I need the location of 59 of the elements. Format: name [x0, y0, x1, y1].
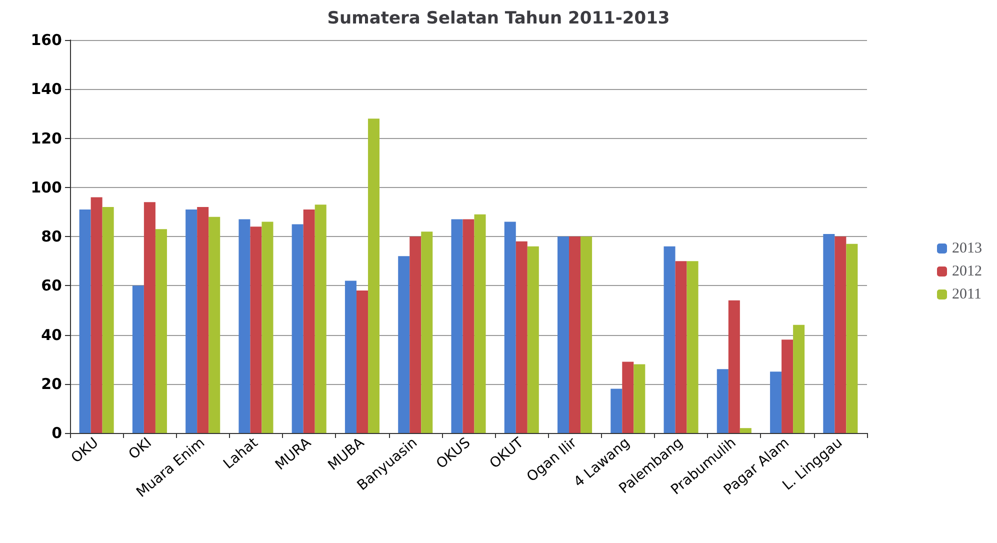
bar: [356, 290, 368, 433]
bar: [686, 261, 698, 433]
bar: [846, 244, 858, 433]
bar: [90, 197, 102, 433]
bar: [527, 246, 539, 433]
y-tick-label: 160: [30, 31, 62, 49]
y-tick-label: 60: [41, 276, 62, 295]
bar: [823, 234, 835, 433]
bar: [740, 428, 752, 433]
bar: [451, 219, 463, 433]
bar: [79, 209, 91, 433]
bar: [102, 207, 114, 433]
bar: [782, 340, 794, 433]
y-tick-label: 80: [41, 228, 62, 246]
bar: [728, 300, 740, 433]
legend-label: 2012: [952, 264, 982, 280]
bar: [398, 256, 410, 433]
bar: [834, 236, 846, 433]
bar: [368, 118, 380, 433]
bar: [664, 246, 676, 433]
bar: [421, 232, 433, 433]
bar: [516, 241, 528, 433]
bar: [250, 226, 262, 433]
bar: [622, 362, 634, 433]
bar: [155, 229, 167, 433]
bar: [793, 324, 805, 433]
x-tick-label: OKI: [126, 434, 155, 463]
bar: [197, 207, 209, 433]
bar: [292, 224, 304, 433]
bar: [474, 214, 486, 433]
bar: [208, 216, 220, 433]
bar: [262, 222, 274, 433]
y-tick-label: 100: [30, 178, 62, 196]
y-tick-label: 20: [41, 374, 62, 393]
bar: [410, 236, 422, 433]
bar: [580, 236, 592, 433]
y-tick-label: 120: [30, 129, 62, 148]
bar: [186, 209, 198, 433]
bar: [314, 204, 326, 433]
bar: [132, 286, 144, 433]
bar: [344, 280, 356, 433]
bar: [504, 222, 516, 433]
y-tick-label: 140: [30, 80, 62, 98]
bar: [569, 236, 581, 433]
bar: [462, 219, 474, 433]
bar: [144, 202, 156, 433]
legend-label: 2011: [952, 286, 982, 302]
bar: [770, 372, 782, 433]
bar: [558, 236, 570, 433]
legend-label: 2013: [952, 240, 982, 256]
bar: [303, 209, 315, 433]
y-tick-label: 0: [52, 424, 62, 442]
bar: [634, 364, 646, 433]
y-tick-label: 40: [41, 326, 62, 344]
bar: [675, 261, 687, 433]
bar: [610, 388, 622, 433]
bar: [238, 219, 250, 433]
chart-title: Sumatera Selatan Tahun 2011-2013: [327, 8, 670, 28]
bar: [716, 369, 728, 433]
